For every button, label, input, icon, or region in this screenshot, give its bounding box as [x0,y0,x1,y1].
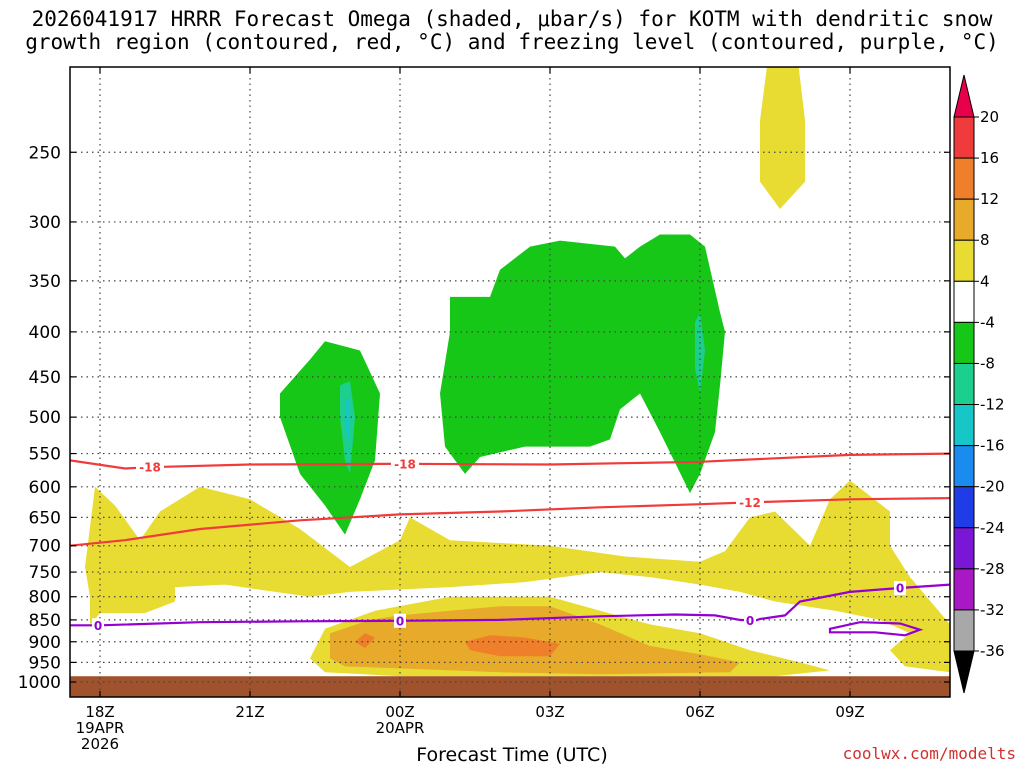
colorbar-bin-5 [953,321,975,364]
colorbar-label-12: -32 [980,601,1005,619]
colorbar-bin-10 [953,527,975,570]
colorbar-label-6: -8 [980,354,995,372]
omega-region-6 [280,341,380,535]
contour-label-1-0: -12 [739,496,761,510]
colorbar-label-11: -28 [980,560,1005,578]
y-tick-label-850: 850 [29,611,61,631]
y-tick-label-750: 750 [29,563,61,583]
contour-label-bg-2-0 [92,618,104,633]
omega-region-10 [345,397,350,447]
dendritic-contour-1 [70,497,950,547]
colorbar-bin-6 [953,362,975,406]
colorbar-bottom-arrow [953,650,975,694]
chart-title-line-2: growth region (contoured, red, °C) and f… [25,30,999,54]
colorbar-label-0: 20 [980,108,999,126]
colorbar-bin-3 [953,239,975,282]
plot-frame [69,66,951,698]
y-tick-label-800: 800 [29,588,61,608]
colorbar-label-1: 16 [980,149,999,167]
contour-label-0-0: -18 [139,461,161,475]
x-tick-label-6-1: 20APR [376,719,425,737]
contour-labels: -18 -18 -12 0 0 0 0 [92,456,906,633]
y-tick-label-250: 250 [29,143,61,163]
contour-label-2-0: 0 [94,619,102,633]
colorbar-label-2: 12 [980,190,999,208]
contour-label-0-1: -18 [394,457,416,471]
x-tick-label-0-1: 19APR [76,719,125,737]
omega-region-7 [440,234,725,494]
colorbar-bin-8 [953,445,975,488]
y-tick-label-1000: 1000 [18,673,61,693]
contour-label-2-2: 0 [746,614,754,628]
x-tick-label-0-0: 18Z [85,703,114,721]
x-tick-label-3-0: 21Z [235,703,264,721]
colorbar-label-10: -24 [980,519,1005,537]
colorbar-label-4: 4 [980,272,990,290]
colorbar-label-8: -16 [980,437,1005,455]
omega-region-5 [465,635,560,657]
contour-label-2-3: 0 [896,582,904,596]
x-tick-label-0-2: 2026 [81,735,119,753]
colorbar-bin-0 [953,116,975,159]
contour-label-bg-0-1 [391,456,419,471]
y-tick-label-900: 900 [29,633,61,653]
contour-label-bg-2-3 [894,581,906,596]
y-tick-label-400: 400 [29,323,61,343]
chart-title-line-1: 2026041917 HRRR Forecast Omega (shaded, … [31,7,993,31]
colorbar-bin-7 [953,404,975,447]
colorbar-label-7: -12 [980,396,1005,414]
freezing-contour-2 [70,583,950,627]
x-axis-title: Forecast Time (UTC) [416,744,608,766]
y-tick-label-600: 600 [29,478,61,498]
y-tick-label-500: 500 [29,408,61,428]
omega-region-4 [355,633,375,649]
colorbar-label-5: -4 [980,313,995,331]
colorbar-bin-11 [953,568,975,611]
x-tick-label-12-0: 06Z [685,703,714,721]
chart-title: 2026041917 HRRR Forecast Omega (shaded, … [0,8,1024,54]
colorbar-bin-9 [953,486,975,529]
x-tick-label-15-0: 09Z [835,703,864,721]
contour-label-bg-0-0 [136,460,164,475]
colorbar-bin-2 [953,198,975,241]
x-tick-label-9-0: 03Z [535,703,564,721]
y-tick-label-350: 350 [29,272,61,292]
colorbar-bin-12 [953,609,975,652]
y-tick-label-950: 950 [29,653,61,673]
ground-rect [70,676,950,697]
y-tick-label-700: 700 [29,537,61,557]
y-tick-label-650: 650 [29,508,61,528]
contour-label-bg-2-1 [394,613,406,628]
y-axis: 2503003504004505005506006507007508008509… [18,143,950,693]
colorbar: 20 16 12 8 4 -4 -8 -12 -16 -20 -24 -28 -32 -36 [953,74,1005,694]
omega-region-0 [70,480,950,673]
colorbar-top-arrow [953,74,975,118]
colorbar-label-9: -20 [980,478,1005,496]
omega-region-9 [695,312,705,394]
x-tick-label-6-0: 00Z [385,703,414,721]
omega-region-1 [760,67,805,209]
contour-label-2-1: 0 [396,614,404,628]
colorbar-bin-4 [953,280,975,323]
y-tick-label-450: 450 [29,368,61,388]
credit-text: coolwx.com/modelts [842,744,1016,763]
freezing-contour-3 [828,621,924,637]
y-tick-label-300: 300 [29,213,61,233]
y-tick-label-550: 550 [29,445,61,465]
colorbar-bin-1 [953,157,975,200]
contour-label-bg-2-2 [744,613,756,628]
ground-layer [70,676,950,697]
contour-label-bg-1-0 [736,495,764,510]
colorbar-label-13: -36 [980,642,1005,660]
colorbar-label-3: 8 [980,231,990,249]
